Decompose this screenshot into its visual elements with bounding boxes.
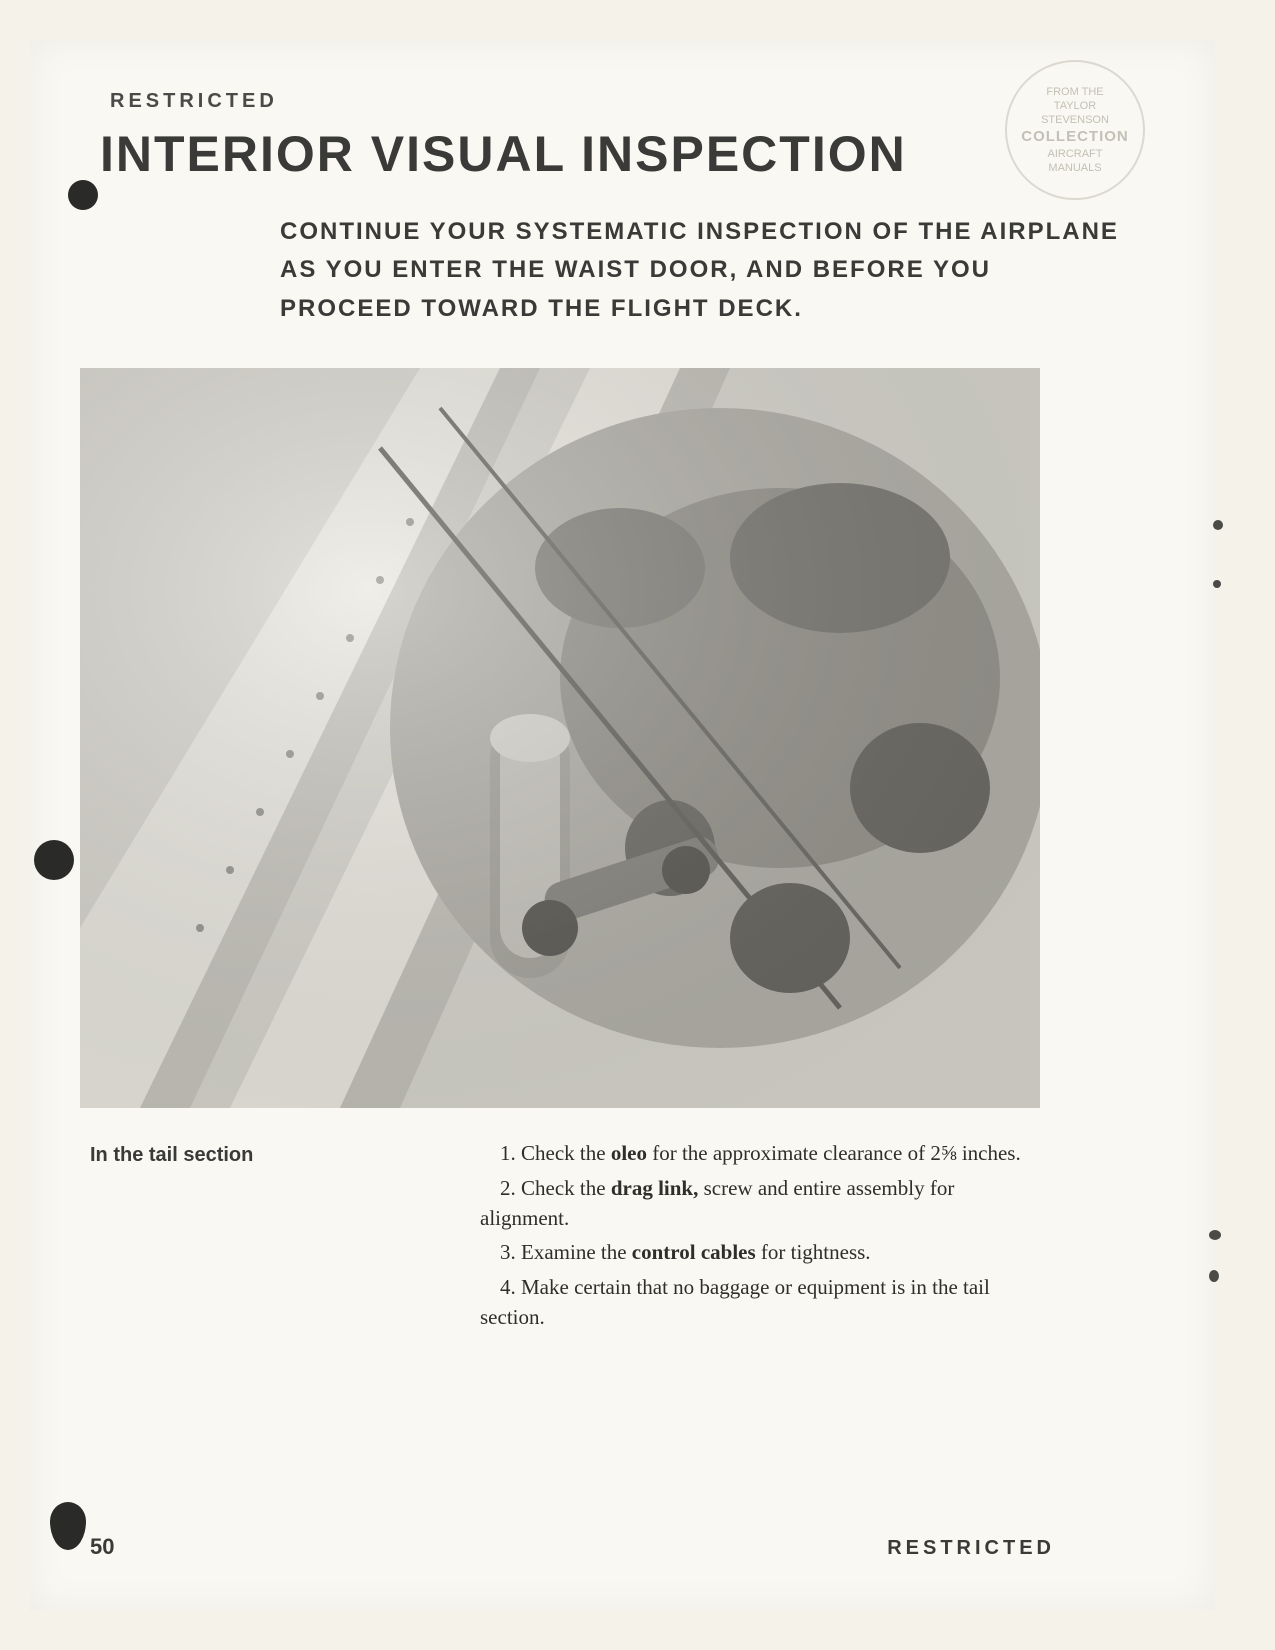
instruction-item: 2. Check the drag link, screw and entire… <box>480 1173 1040 1234</box>
punch-hole-icon <box>50 1502 86 1550</box>
page-subtitle: CONTINUE YOUR SYSTEMATIC INSPECTION OF T… <box>280 213 1125 328</box>
photo-illustration <box>80 368 1040 1108</box>
watermark-line: AIRCRAFT <box>1048 147 1103 161</box>
document-page: FROM THE TAYLOR STEVENSON COLLECTION AIR… <box>30 40 1215 1610</box>
punch-hole-icon <box>34 840 74 880</box>
inspection-photo <box>80 368 1040 1108</box>
watermark-line: STEVENSON <box>1041 113 1109 127</box>
content-row: In the tail section 1. Check the oleo fo… <box>80 1138 1185 1337</box>
collection-watermark: FROM THE TAYLOR STEVENSON COLLECTION AIR… <box>1005 60 1145 200</box>
section-label: In the tail section <box>80 1138 440 1337</box>
scan-speck <box>1209 1270 1219 1282</box>
punch-hole-icon <box>68 180 98 210</box>
instruction-item: 1. Check the oleo for the approximate cl… <box>480 1138 1040 1168</box>
instruction-item: 3. Examine the control cables for tightn… <box>480 1237 1040 1267</box>
instruction-item: 4. Make certain that no baggage or equip… <box>480 1272 1040 1333</box>
scan-speck <box>1213 520 1223 530</box>
watermark-line: FROM THE <box>1046 85 1103 99</box>
scan-speck <box>1213 580 1221 588</box>
scan-speck <box>1209 1230 1221 1240</box>
watermark-line: TAYLOR <box>1054 99 1096 113</box>
restricted-label-bottom: RESTRICTED <box>887 1537 1055 1560</box>
watermark-line: COLLECTION <box>1021 127 1129 147</box>
instruction-list: 1. Check the oleo for the approximate cl… <box>480 1138 1040 1337</box>
watermark-line: MANUALS <box>1048 161 1101 175</box>
page-number: 50 <box>90 1534 114 1560</box>
